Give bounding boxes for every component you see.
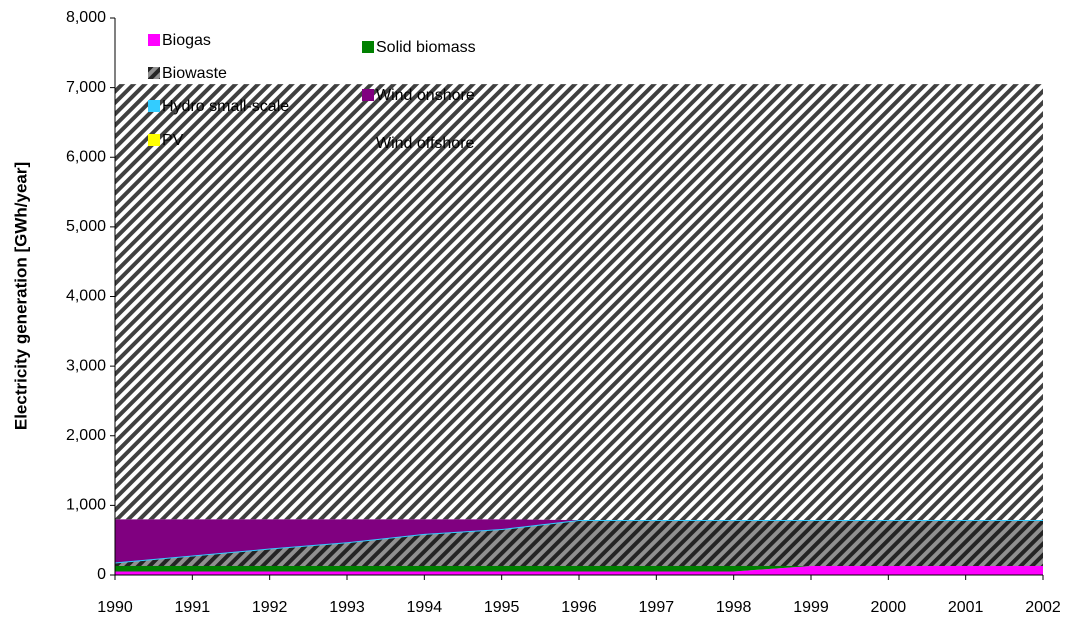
area bbox=[115, 520, 1043, 566]
y-tick-label: 8,000 bbox=[66, 9, 106, 26]
x-tick-label: 1992 bbox=[252, 599, 288, 616]
legend-swatch bbox=[362, 41, 374, 53]
y-axis-label: Electricity generation [GWh/year] bbox=[11, 162, 30, 430]
legend-swatch bbox=[362, 89, 374, 101]
x-tick-label: 1998 bbox=[716, 599, 752, 616]
legend-label: Biogas bbox=[162, 32, 211, 49]
x-tick-label: 1993 bbox=[329, 599, 365, 616]
y-tick-label: 0 bbox=[97, 566, 106, 583]
x-tick-label: 2000 bbox=[871, 599, 907, 616]
x-tick-label: 1999 bbox=[793, 599, 829, 616]
area bbox=[115, 565, 1043, 575]
area bbox=[115, 84, 1043, 520]
y-tick-label: 6,000 bbox=[66, 148, 106, 165]
legend-swatch bbox=[148, 134, 160, 146]
x-tick-label: 1996 bbox=[561, 599, 597, 616]
plot-area bbox=[114, 84, 1043, 575]
x-tick-label: 1995 bbox=[484, 599, 520, 616]
y-tick-label: 4,000 bbox=[66, 288, 106, 305]
y-tick-label: 2,000 bbox=[66, 427, 106, 444]
legend-label: Solid biomass bbox=[376, 39, 476, 56]
legend-label: PV bbox=[162, 132, 184, 149]
x-tick-label: 1991 bbox=[175, 599, 211, 616]
area bbox=[115, 565, 1043, 572]
legend-label: Hydro small-scale bbox=[162, 98, 289, 115]
area bbox=[115, 519, 1043, 563]
x-tick-label: 1994 bbox=[407, 599, 443, 616]
x-tick-label: 2001 bbox=[948, 599, 984, 616]
y-tick-label: 1,000 bbox=[66, 497, 106, 514]
x-tick-label: 1997 bbox=[639, 599, 675, 616]
legend-swatch bbox=[148, 100, 160, 112]
x-tick-label: 2002 bbox=[1025, 599, 1061, 616]
legend-label: Wind offshore bbox=[376, 135, 475, 152]
x-tick-label: 1990 bbox=[97, 599, 133, 616]
legend-label: Biowaste bbox=[162, 65, 227, 82]
legend-swatch bbox=[148, 67, 160, 79]
legend-label: Wind onshore bbox=[376, 87, 475, 104]
y-tick-label: 5,000 bbox=[66, 218, 106, 235]
y-tick-label: 3,000 bbox=[66, 357, 106, 374]
y-tick-label: 7,000 bbox=[66, 79, 106, 96]
legend-swatch bbox=[362, 137, 374, 149]
legend-swatch bbox=[148, 34, 160, 46]
